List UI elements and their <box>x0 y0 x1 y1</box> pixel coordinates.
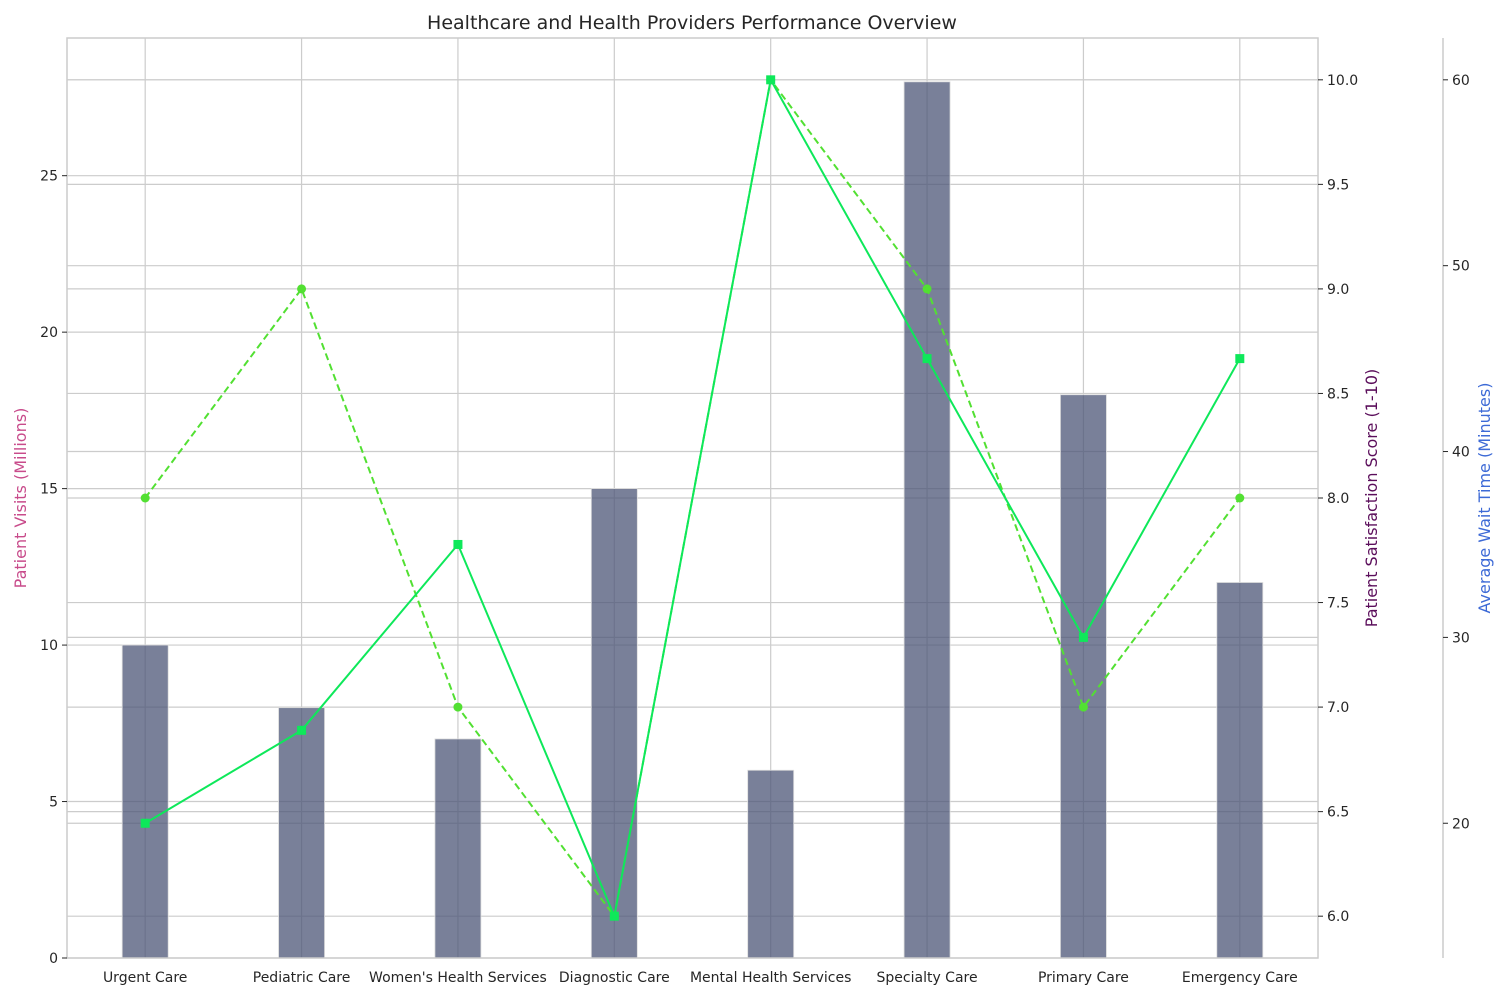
tick-label-left: 5 <box>49 795 58 811</box>
series-line <box>144 76 1241 920</box>
data-point <box>140 493 150 503</box>
tick-label-right: 6.5 <box>1327 805 1349 821</box>
bar <box>903 81 951 959</box>
tick-label-right2: 20 <box>1452 816 1470 832</box>
data-point <box>609 911 619 921</box>
data-point <box>922 284 932 294</box>
x-tick-label: Emergency Care <box>1182 970 1298 986</box>
tick-label-right2: 50 <box>1452 259 1470 275</box>
data-point <box>1235 493 1245 503</box>
tick-label-left: 10 <box>40 638 58 654</box>
tick-label-right2: 40 <box>1452 445 1470 461</box>
tick-label-right2: 30 <box>1452 630 1470 646</box>
data-point <box>922 354 932 364</box>
bar <box>747 769 795 959</box>
lines-layer <box>140 75 1245 921</box>
tick-label-right: 9.5 <box>1327 177 1349 193</box>
tick-label-right: 6.0 <box>1327 909 1349 925</box>
data-point <box>297 284 307 294</box>
data-point <box>766 75 776 85</box>
data-point <box>453 539 463 549</box>
x-tick-label: Pediatric Care <box>253 970 351 986</box>
x-tick-label: Specialty Care <box>877 970 978 986</box>
bar <box>1060 394 1107 959</box>
data-point <box>297 725 307 735</box>
x-tick-label: Diagnostic Care <box>559 970 670 986</box>
y-axis-label-left: Patient Visits (Millions) <box>11 408 30 589</box>
bar <box>1216 582 1264 959</box>
y-axis-label-right: Patient Satisfaction Score (1-10) <box>1362 369 1381 627</box>
x-tick-label: Women's Health Services <box>369 970 547 986</box>
tick-label-right2: 60 <box>1452 73 1470 89</box>
y-axis-label-right2: Average Wait Time (Minutes) <box>1475 383 1494 614</box>
tick-label-right: 9.0 <box>1327 282 1349 298</box>
axes-layer: 0 5 10 15 20 25 6.0 6.5 7.0 7.5 8.0 8.5 9.0 9.5 10.0 20… <box>40 37 1470 986</box>
x-tick-label: Mental Health Services <box>690 970 851 986</box>
bar <box>278 707 325 959</box>
data-point <box>1235 354 1245 364</box>
tick-label-right: 7.5 <box>1327 596 1349 612</box>
tick-label-left: 25 <box>40 169 58 185</box>
series-line <box>144 77 1241 919</box>
tick-label-right: 8.0 <box>1327 491 1349 507</box>
x-tick-label: Urgent Care <box>103 970 188 986</box>
data-point <box>140 818 150 828</box>
bar <box>434 738 482 959</box>
bars-layer <box>121 81 1264 959</box>
x-tick-label: Primary Care <box>1038 970 1129 986</box>
tick-label-left: 0 <box>49 951 58 967</box>
tick-label-left: 15 <box>40 482 58 498</box>
tick-label-right: 8.5 <box>1327 386 1349 402</box>
tick-label-right: 7.0 <box>1327 700 1349 716</box>
data-point <box>1078 632 1088 642</box>
data-point <box>1078 702 1088 712</box>
data-point <box>453 702 463 712</box>
bar <box>121 644 169 959</box>
tick-label-right: 10.0 <box>1327 73 1358 89</box>
bar <box>590 488 638 959</box>
chart-title: Healthcare and Health Providers Performa… <box>427 12 957 34</box>
tick-label-left: 20 <box>40 325 58 341</box>
